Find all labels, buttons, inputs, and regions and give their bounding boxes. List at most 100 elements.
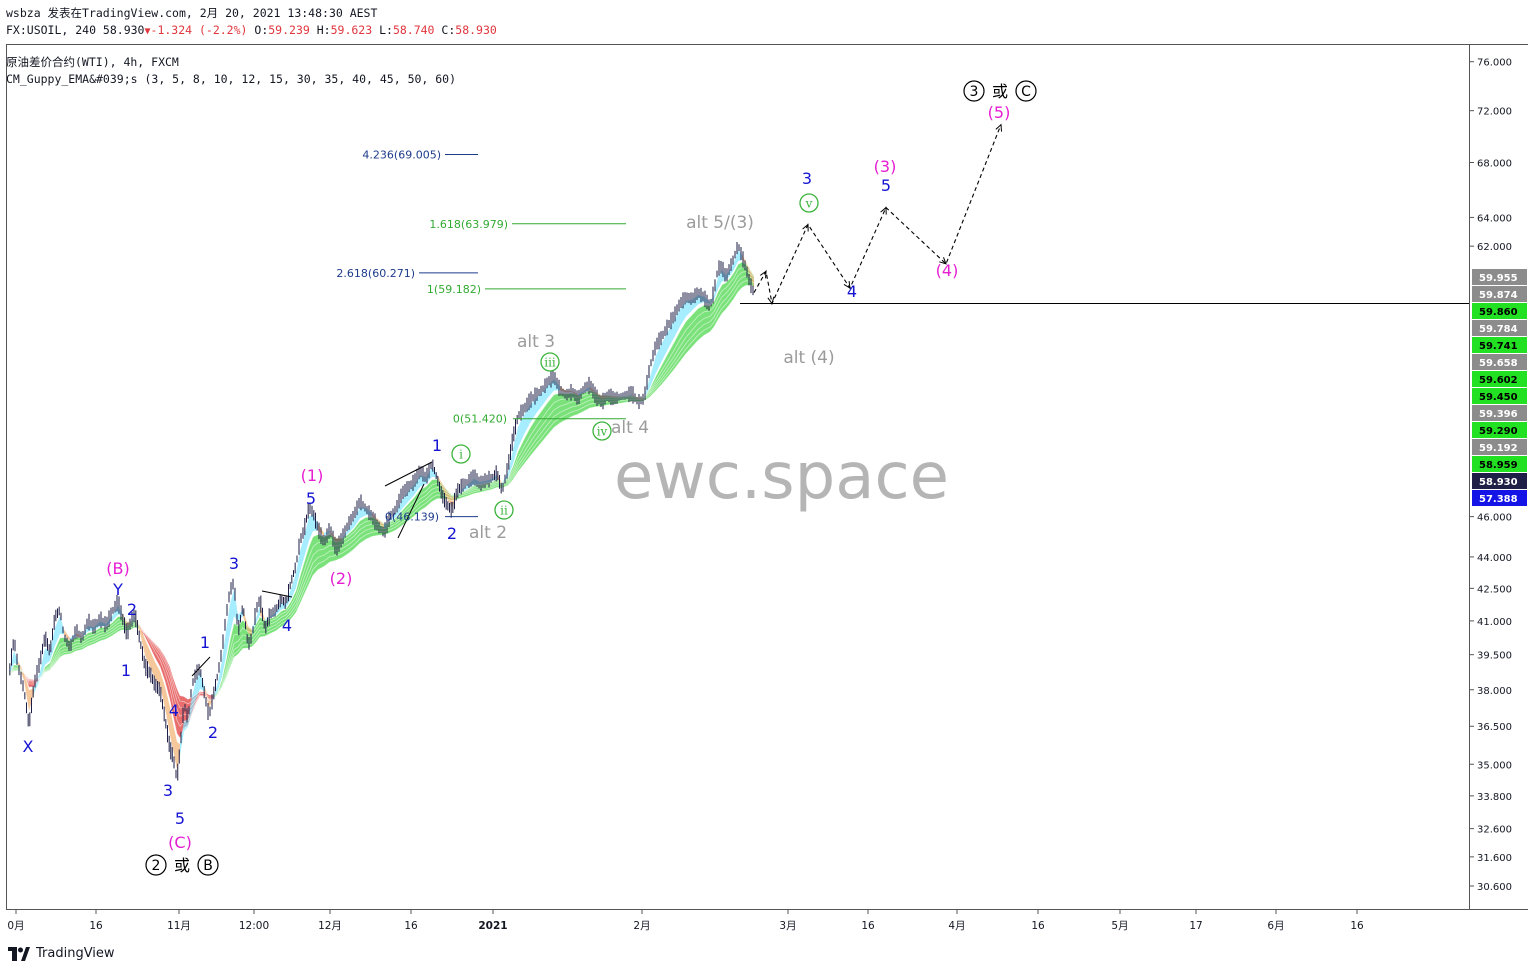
wave-label-circled: iv <box>597 425 608 439</box>
guppy-short-ribbon <box>150 650 155 679</box>
guppy-short-ribbon <box>656 342 662 373</box>
price-badge-label: 59.450 <box>1479 392 1518 403</box>
open-label: O: <box>254 23 269 37</box>
wave-label: (3) <box>874 157 897 176</box>
fib-level-label: 1.618(63.979) <box>429 218 508 231</box>
time-tick-label: 0月 <box>7 920 24 932</box>
wave-label: alt 3 <box>517 332 555 352</box>
price-badge-label: 59.860 <box>1479 307 1518 318</box>
guppy-short-ribbon <box>309 514 313 541</box>
time-tick-label: 16 <box>1031 920 1045 932</box>
guppy-short-ribbon <box>508 449 513 478</box>
time-tick-label: 6月 <box>1267 920 1284 932</box>
guppy-short-ribbon <box>414 475 420 496</box>
wave-label: alt (4) <box>783 348 834 368</box>
guppy-short-ribbon <box>304 516 309 558</box>
price-tick-label: 30.600 <box>1477 882 1512 893</box>
wave-label: alt 4 <box>611 418 649 438</box>
price-badge <box>1472 371 1527 387</box>
wave-label: (4) <box>936 261 959 280</box>
guppy-short-ribbon <box>55 615 60 646</box>
time-tick-label: 12月 <box>318 920 342 932</box>
guppy-long-ribbon <box>674 331 680 370</box>
price-badge <box>1472 405 1527 421</box>
guppy-short-ribbon <box>218 660 222 691</box>
price-badge-label: 59.658 <box>1479 358 1518 369</box>
guppy-short-ribbon <box>296 551 300 588</box>
price-tick-label: 36.500 <box>1477 722 1512 733</box>
price-badge-label: 59.741 <box>1479 341 1518 352</box>
wave-label: 3 <box>163 781 173 800</box>
guppy-short-ribbon <box>140 626 145 656</box>
price-axis[interactable] <box>1470 44 1528 910</box>
guppy-long-ribbon <box>354 520 360 550</box>
watermark-text: ewc.space <box>614 440 949 514</box>
wave-label: (5) <box>988 103 1011 122</box>
indicator-legend[interactable]: CM_Guppy_EMA&#039;s (3, 5, 8, 10, 12, 15… <box>6 72 457 86</box>
wave-label-circled: iii <box>544 356 556 370</box>
guppy-short-ribbon <box>165 686 170 735</box>
wave-label: 5 <box>881 176 891 195</box>
wave-circle <box>799 193 819 213</box>
trend-line <box>397 483 425 539</box>
projection-path <box>753 124 1002 306</box>
time-tick-label: 16 <box>1350 920 1364 932</box>
price-badge-label: 59.192 <box>1479 443 1518 454</box>
price-tick-label: 39.500 <box>1477 651 1512 662</box>
fib-level-label: 1(59.182) <box>427 283 481 296</box>
guppy-short-ribbon <box>668 321 674 349</box>
guppy-short-ribbon <box>230 589 234 634</box>
price-tick-label: 41.000 <box>1477 617 1512 628</box>
wave-circle <box>592 421 612 441</box>
guppy-long-ribbon <box>420 486 426 511</box>
price-tick-label: 42.500 <box>1477 584 1512 595</box>
guppy-short-ribbon <box>734 250 738 270</box>
wave-label: 5 <box>175 809 185 828</box>
chart-canvas: 4.236(69.005) 1.618(63.979) 2.618(60.271) 1… <box>7 58 1527 932</box>
price-badge <box>1472 320 1527 336</box>
price-badge-label: 59.602 <box>1479 375 1518 386</box>
tradingview-footer[interactable]: TradingView <box>8 946 115 961</box>
guppy-short-ribbon <box>170 706 173 750</box>
wave-label-circled: i <box>459 448 463 462</box>
wave-label: 4 <box>847 282 857 301</box>
price-tick-label: 72.000 <box>1477 107 1512 118</box>
degree-circle <box>1015 80 1037 102</box>
price-badge <box>1472 388 1527 404</box>
price-tick-label: 62.000 <box>1477 242 1512 253</box>
degree-label-or: 或 <box>174 856 190 875</box>
symbol-description: 原油差价合约(WTI), 4h, FXCM <box>6 55 179 69</box>
guppy-short-ribbon <box>396 499 402 518</box>
guppy-long-ribbon <box>726 278 730 310</box>
projection-arrowhead <box>843 281 851 290</box>
price-tick-label: 35.000 <box>1477 760 1512 771</box>
price-badge-label: 58.959 <box>1479 460 1518 471</box>
wave-label: alt 5/(3) <box>686 213 754 233</box>
price-tick-label: 76.000 <box>1477 58 1512 69</box>
guppy-short-ribbon <box>64 629 70 642</box>
price-badge-label: 59.784 <box>1479 324 1518 335</box>
guppy-short-ribbon <box>730 261 734 276</box>
degree-label: 2 <box>152 858 161 874</box>
price-badge <box>1472 439 1527 455</box>
wave-label: 2 <box>447 524 457 543</box>
fib-level-label: 0(46.139) <box>385 511 439 524</box>
price-tick-label: 44.000 <box>1477 553 1512 564</box>
projection-arrowhead <box>939 257 947 265</box>
price-tick-label: 68.000 <box>1477 158 1512 169</box>
wave-label-circled: ii <box>500 504 508 518</box>
price-badge <box>1472 473 1527 489</box>
price-badge <box>1472 337 1527 353</box>
wave-label: 1 <box>121 661 131 680</box>
guppy-short-ribbon <box>9 650 14 676</box>
projection-arrowhead <box>880 206 887 215</box>
projection-arrowhead <box>995 123 1003 132</box>
price-tick-label: 33.800 <box>1477 792 1512 803</box>
ohlc-line: FX:USOIL, 240 58.930▼-1.324 (-2.2%) O:59… <box>6 23 497 39</box>
low-label: L: <box>379 23 393 37</box>
open-value: 59.239 <box>268 23 310 37</box>
trend-line <box>261 590 293 598</box>
price-tick-label: 38.000 <box>1477 686 1512 697</box>
guppy-long-ribbon <box>348 528 354 554</box>
chart-pane[interactable] <box>6 44 1470 910</box>
